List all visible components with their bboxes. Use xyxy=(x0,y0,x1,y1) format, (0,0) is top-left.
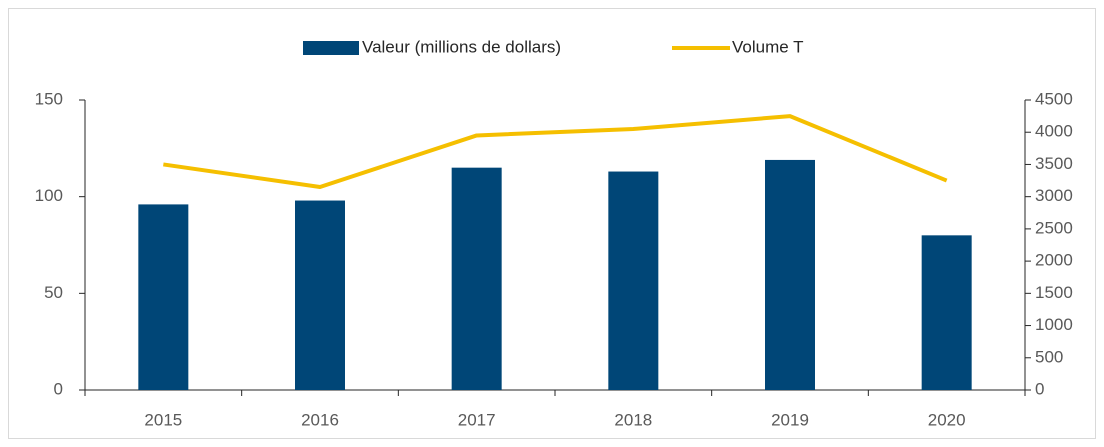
y2-tick-label: 2500 xyxy=(1035,218,1073,237)
y-tick-label: 150 xyxy=(35,89,63,108)
y-tick-label: 100 xyxy=(35,186,63,205)
x-tick-label: 2020 xyxy=(928,410,966,429)
bar xyxy=(765,159,815,390)
chart-border xyxy=(8,8,1096,439)
y2-tick-label: 3000 xyxy=(1035,186,1073,205)
bar xyxy=(138,204,189,390)
bar xyxy=(295,200,345,390)
legend-label: Volume T xyxy=(732,37,804,56)
legend-label: Valeur (millions de dollars) xyxy=(362,37,561,56)
line xyxy=(163,114,948,189)
x-tick-label: 2015 xyxy=(144,410,182,429)
y2-tick-label: 0 xyxy=(1035,379,1044,398)
y2-tick-label: 500 xyxy=(1035,347,1063,366)
y2-tick-label: 1500 xyxy=(1035,283,1073,302)
bar xyxy=(608,171,659,390)
x-tick-label: 2018 xyxy=(614,410,652,429)
legend-swatch xyxy=(303,41,359,55)
y2-tick-label: 3500 xyxy=(1035,154,1073,173)
y2-tick-label: 4000 xyxy=(1035,122,1073,141)
x-tick-label: 2019 xyxy=(771,410,809,429)
y2-tick-label: 2000 xyxy=(1035,251,1073,270)
bar xyxy=(451,167,502,390)
bar xyxy=(921,235,972,390)
y2-tick-label: 4500 xyxy=(1035,89,1073,108)
y-tick-label: 0 xyxy=(54,379,63,398)
y2-tick-label: 1000 xyxy=(1035,315,1073,334)
y-tick-label: 50 xyxy=(44,283,63,302)
x-tick-label: 2017 xyxy=(458,410,496,429)
x-tick-label: 2016 xyxy=(301,410,339,429)
